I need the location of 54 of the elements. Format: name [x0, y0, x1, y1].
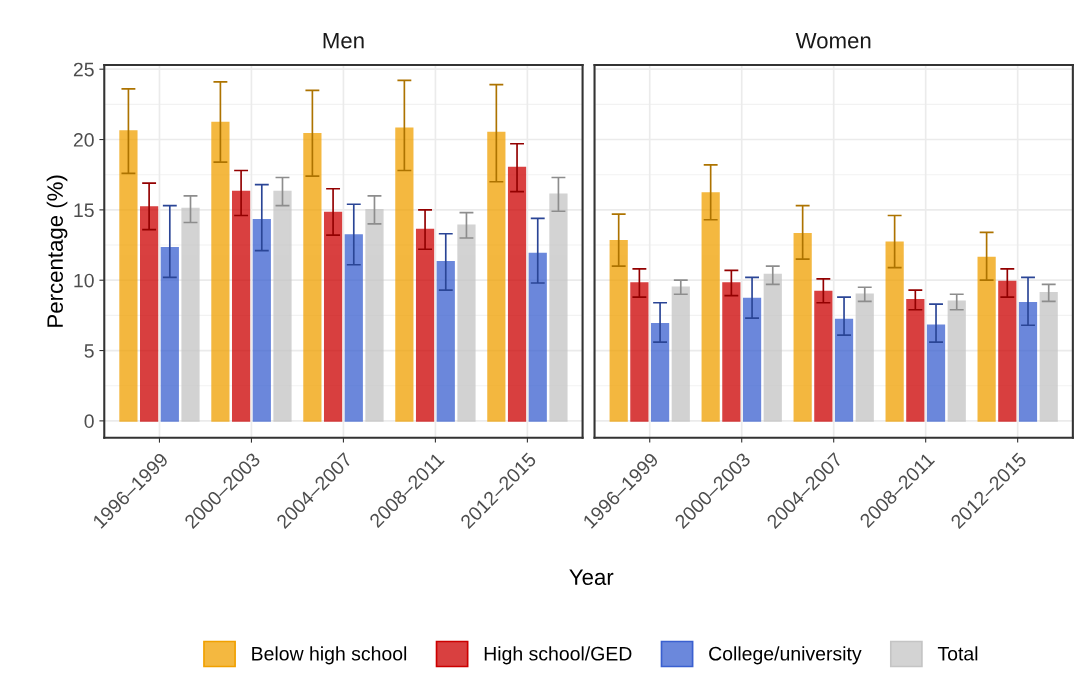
- bar: [763, 273, 782, 422]
- y-tick-label: 5: [84, 344, 94, 358]
- bar: [160, 247, 179, 422]
- y-tick-label: 25: [73, 62, 94, 77]
- bar: [926, 324, 946, 422]
- bar: [323, 211, 343, 422]
- bar: [834, 318, 854, 422]
- bar: [947, 300, 966, 422]
- bar: [181, 207, 200, 422]
- bar: [701, 192, 720, 422]
- bar: [650, 322, 670, 422]
- y-tick-label: 15: [74, 203, 94, 218]
- bar: [977, 256, 996, 422]
- bar: [885, 241, 904, 422]
- bar: [814, 290, 833, 422]
- bar: [231, 190, 251, 422]
- bar: [906, 299, 925, 422]
- bar: [365, 209, 384, 422]
- bar: [793, 232, 812, 422]
- bar: [395, 127, 414, 422]
- bar: [487, 131, 506, 422]
- y-axis-title: Percentage (%): [46, 175, 68, 327]
- bar: [855, 293, 874, 422]
- bar: [140, 206, 159, 422]
- y-tick-label: 10: [74, 273, 94, 288]
- legend-label: College/university: [709, 646, 862, 665]
- bar: [507, 166, 527, 422]
- bar: [457, 224, 476, 422]
- bar: [344, 234, 363, 422]
- bar: [742, 297, 762, 422]
- bar: [998, 280, 1017, 422]
- bar: [273, 190, 292, 422]
- bar: [436, 261, 455, 422]
- bar: [415, 228, 435, 422]
- bar: [1018, 301, 1038, 422]
- bar: [211, 121, 230, 422]
- bar: [722, 282, 741, 422]
- bar: [252, 218, 271, 422]
- y-tick-label: 20: [73, 133, 94, 147]
- bar: [1039, 292, 1058, 422]
- legend-label: Below high school: [252, 646, 407, 665]
- bar: [303, 133, 322, 422]
- bar: [549, 193, 568, 422]
- chart-title: Women: [795, 33, 871, 49]
- y-tick-label: 0: [84, 414, 94, 429]
- bar: [671, 286, 690, 422]
- bar: [609, 239, 628, 422]
- legend-label: Total: [937, 646, 978, 661]
- bar: [630, 282, 649, 422]
- chart-title: Men: [323, 33, 364, 49]
- x-axis-title: Year: [569, 569, 614, 586]
- bar: [528, 252, 547, 422]
- bar: [119, 130, 138, 422]
- legend-label: High school/GED: [484, 646, 632, 665]
